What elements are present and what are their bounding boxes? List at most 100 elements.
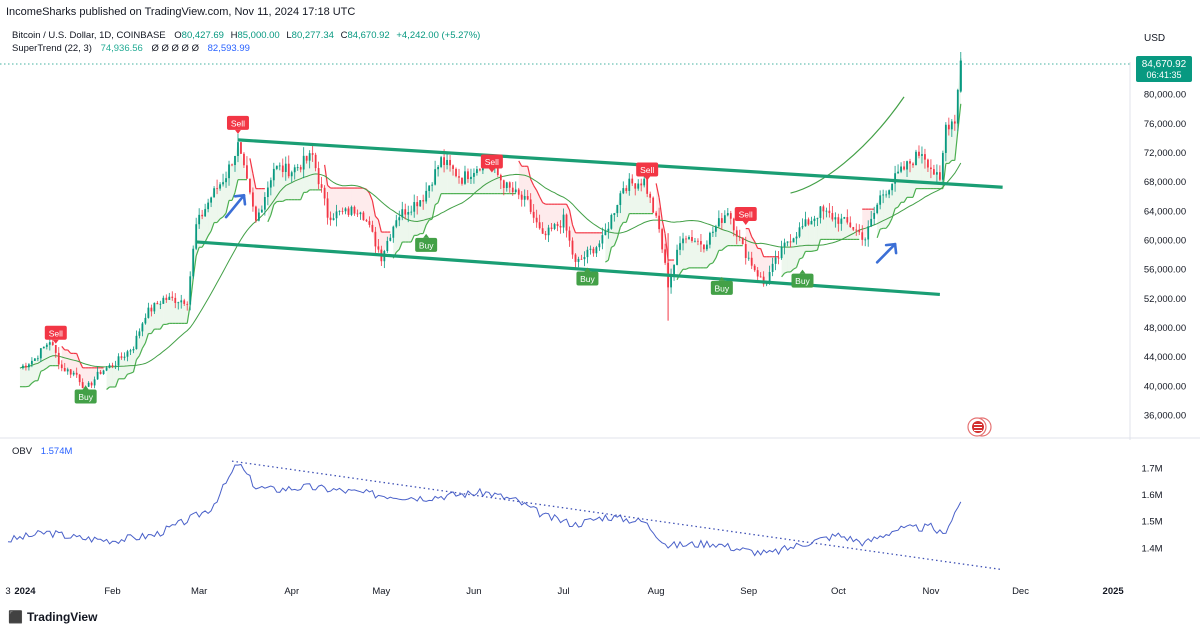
candle-body (550, 227, 553, 229)
supertrend-fill (545, 204, 549, 236)
buy-signal-pointer (423, 233, 430, 238)
candle-body (111, 365, 114, 367)
supertrend-fill (456, 176, 460, 194)
candle-body (768, 271, 771, 282)
candle-body (849, 222, 852, 228)
supertrend-fill (641, 178, 645, 214)
candle-body (529, 199, 532, 212)
candle-body (595, 247, 598, 254)
tradingview-logo[interactable]: ⬛ TradingView (8, 610, 97, 624)
moving-average-projection (790, 96, 905, 194)
candle-body (628, 178, 631, 191)
candle-body (275, 165, 278, 169)
supertrend-fill (19, 365, 23, 387)
obv-name[interactable]: OBV (12, 446, 33, 457)
supertrend-fill (500, 180, 504, 194)
supertrend-fill (703, 244, 707, 268)
supertrend-fill (109, 365, 113, 387)
candle-body (63, 368, 66, 372)
price-tick-label: 52,000.00 (1144, 294, 1186, 305)
supertrend-line (876, 228, 881, 239)
time-tick-label: Aug (648, 586, 665, 597)
candle-body (792, 238, 795, 243)
supertrend-fill (43, 344, 47, 371)
supertrend-fill (769, 256, 773, 272)
candle-body (714, 226, 717, 232)
supertrend-fill (408, 211, 412, 243)
supertrend-fill (542, 202, 546, 236)
candle-body (422, 200, 425, 202)
candle-body (723, 215, 726, 223)
candle-body (371, 224, 374, 232)
supertrend-line (135, 355, 140, 361)
trend-arrow-icon (224, 193, 246, 219)
supertrend-fill (748, 228, 752, 266)
candle-body (876, 204, 879, 214)
currency-label[interactable]: USD (1144, 33, 1166, 44)
supertrend-fill (285, 163, 289, 200)
candle-body (906, 161, 908, 170)
candle-body (535, 217, 538, 223)
time-tick-label: May (372, 586, 390, 597)
candle-body (556, 224, 559, 226)
candle-body (676, 249, 678, 265)
supertrend-line (814, 249, 818, 252)
symbol-name[interactable]: Bitcoin / U.S. Dollar, 1D, COINBASE (12, 30, 166, 41)
candle-body (440, 157, 442, 167)
supertrend-line (46, 365, 51, 369)
supertrend-legend: SuperTrend (22, 3) 74,936.56 Ø Ø Ø Ø Ø 8… (12, 43, 250, 54)
candle-body (921, 154, 923, 156)
time-tick-label: Dec (1012, 586, 1029, 597)
supertrend-fill (802, 219, 806, 258)
buy-signal-label: Buy (580, 274, 595, 284)
supertrend-line (416, 233, 421, 236)
candle-body (362, 212, 365, 221)
candle-body (51, 342, 54, 345)
trend-arrow-icon (233, 193, 247, 206)
time-tick-label: 3 (5, 586, 10, 597)
supertrend-fill (447, 159, 451, 194)
candle-body (132, 349, 135, 351)
supertrend-fill (163, 297, 167, 325)
time-tick-label: 2024 (14, 586, 36, 597)
symbol-legend: Bitcoin / U.S. Dollar, 1D, COINBASE O80,… (12, 30, 480, 41)
supertrend-fill (288, 172, 292, 200)
candle-body (39, 348, 42, 359)
candle-body (341, 211, 344, 213)
supertrend-fill (467, 176, 471, 194)
candle-body (735, 230, 738, 237)
buy-signal-badge (415, 237, 438, 252)
candle-body (222, 182, 224, 185)
candle-body (335, 211, 338, 219)
candle-body (511, 187, 514, 193)
candle-body (260, 209, 263, 213)
supertrend-line (123, 373, 128, 380)
supertrend-fill (560, 204, 564, 228)
candle-body (927, 159, 929, 168)
supertrend-name[interactable]: SuperTrend (22, 3) (12, 43, 92, 54)
candle-body (434, 169, 437, 185)
candle-body (401, 209, 404, 218)
supertrend-line (231, 192, 236, 201)
candle-body (368, 221, 371, 225)
candle-body (231, 164, 233, 166)
candle-body (446, 159, 448, 165)
candle-body (756, 270, 759, 277)
buy-signal-pointer (799, 269, 806, 274)
buy-signal-badge (576, 271, 599, 286)
supertrend-fill (476, 169, 480, 194)
us-flag-news-icon[interactable] (967, 417, 992, 437)
candle-body (873, 213, 876, 219)
candle-body (281, 165, 284, 172)
time-tick-label: Jul (557, 586, 569, 597)
candle-body (246, 165, 248, 179)
candle-body (293, 167, 296, 173)
candle-body (314, 154, 317, 169)
supertrend-fill (184, 303, 188, 324)
candle-body (69, 369, 72, 375)
candle-body (720, 218, 723, 223)
supertrend-fill (671, 260, 675, 276)
supertrend-line (273, 201, 278, 205)
candle-body (177, 302, 180, 304)
supertrend-fill (730, 218, 734, 246)
